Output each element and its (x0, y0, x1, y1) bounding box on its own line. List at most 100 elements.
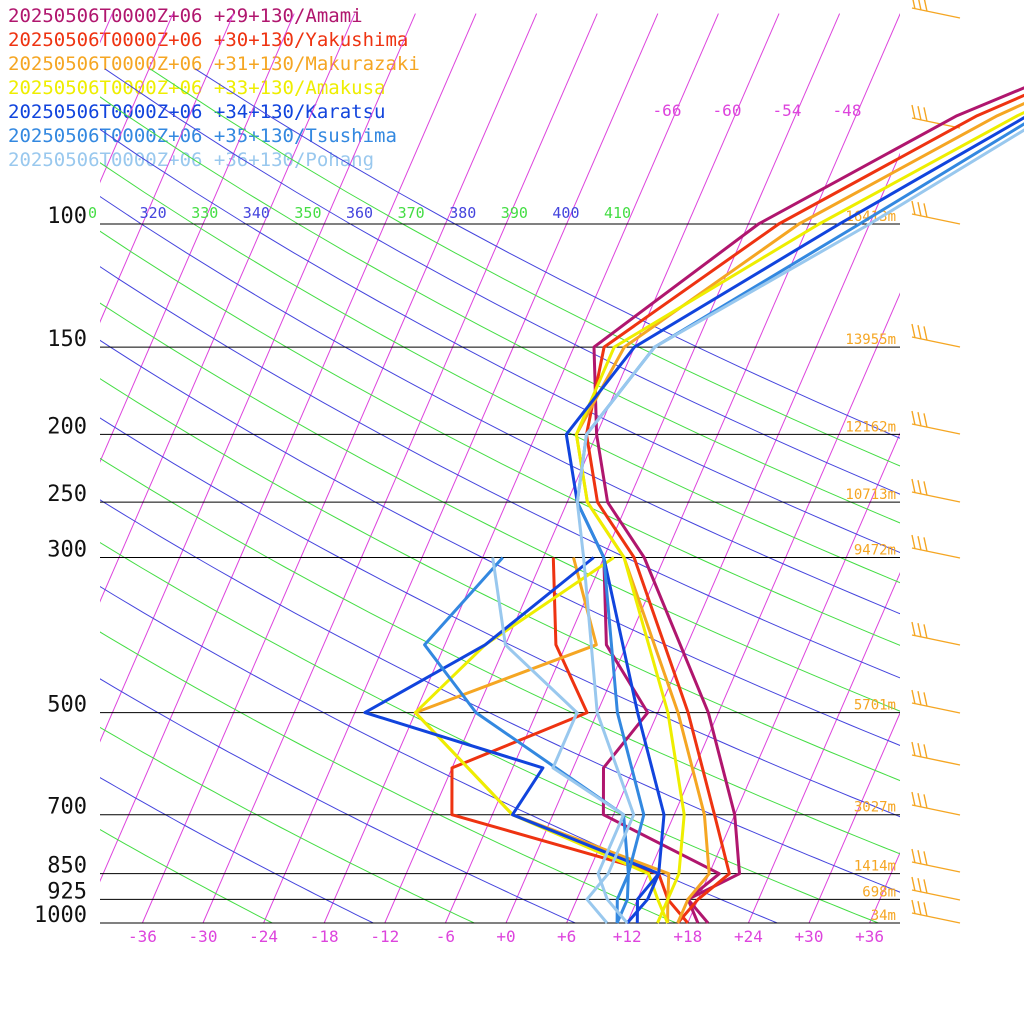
wind-barb-flag (917, 743, 922, 758)
wind-barb-flag (923, 692, 928, 707)
pressure-tick-label: 700 (47, 795, 87, 820)
wind-barb-flag (917, 793, 922, 808)
pressure-tick-label: 850 (47, 854, 87, 879)
theta-label: 330 (191, 204, 218, 222)
dry-adiabat-line (100, 631, 677, 923)
theta-label: 0 (88, 204, 97, 222)
theta-label: 400 (552, 204, 579, 222)
legend-entry: 20250506T0000Z+06 +34+130/Karatsu (8, 101, 386, 123)
wind-barb-flag (911, 621, 916, 637)
height-label: 698m (862, 884, 896, 900)
pressure-tick-label: 250 (47, 482, 87, 507)
wind-barb-staff (911, 634, 961, 646)
wind-barb-flag (911, 478, 916, 494)
wind-barb-flag (917, 480, 922, 495)
sounding-series (592, 86, 1024, 924)
wind-barb-flag (911, 876, 916, 892)
theta-label: 380 (449, 204, 476, 222)
isotherm-line (100, 13, 356, 603)
wind-barb-flag (911, 741, 916, 757)
wind-barb (911, 791, 961, 816)
wind-barb-staff (911, 861, 961, 873)
isotherm-line (100, 13, 174, 184)
dry-adiabat-line (100, 829, 273, 923)
wind-barb (911, 876, 961, 901)
wind-barb-flag (917, 536, 922, 551)
theta-label: 370 (398, 204, 425, 222)
isotherm-line (100, 13, 295, 463)
isotherm-line (202, 13, 598, 923)
isotherm-line (808, 711, 900, 923)
temperature-tick-label: +0 (496, 927, 515, 946)
legend-entry: 20250506T0000Z+06 +33+130/Amakusa (8, 77, 386, 99)
wind-barb-flag (911, 104, 916, 120)
isotherm-line (141, 13, 538, 923)
isotherm-line (566, 152, 900, 923)
wind-barb-staff (911, 117, 961, 129)
wind-barb-staff (911, 889, 961, 901)
wind-barb-flag (923, 537, 928, 552)
dry-adiabat-line (104, 68, 900, 495)
temperature-tick-label: -36 (128, 927, 157, 946)
isotherm-line (323, 13, 719, 923)
dry-adiabat-line (100, 96, 900, 524)
temperature-profile (574, 110, 1024, 924)
upper-isotherm-label: -54 (773, 101, 802, 120)
temperature-tick-label: +18 (673, 927, 702, 946)
sounding-series (450, 93, 1024, 924)
wind-barb-flag (917, 850, 922, 865)
wind-barb-flag (923, 794, 928, 809)
height-label: 5701m (854, 698, 896, 714)
theta-label: 320 (140, 204, 167, 222)
dry-adiabat-line (100, 499, 900, 893)
upper-isotherm-label: -48 (833, 101, 862, 120)
isotherm-line (687, 432, 900, 923)
wind-barb-flag (923, 902, 928, 917)
temperature-tick-label: +12 (613, 927, 642, 946)
wind-barb-flag (911, 791, 916, 807)
pressure-tick-label: 150 (47, 327, 87, 352)
isotherm-line (263, 13, 659, 923)
dry-adiabat-line (100, 541, 879, 923)
wind-barb-flag (923, 879, 928, 894)
wind-barb-flag (923, 851, 928, 866)
wind-barb-staff (911, 912, 961, 924)
dry-adiabat-line (100, 195, 900, 615)
wind-barb (911, 104, 961, 129)
height-label: 34m (871, 908, 896, 924)
height-label: 1414m (854, 859, 896, 875)
wind-barb-flag (917, 691, 922, 706)
dry-adiabat-line (100, 302, 900, 712)
legend-entry: 20250506T0000Z+06 +29+130/Amami (8, 5, 363, 27)
legend-entry: 20250506T0000Z+06 +36+130/Pohang (8, 149, 375, 171)
upper-isotherm-label: -60 (713, 101, 742, 120)
height-label: 3027m (854, 800, 896, 816)
isotherm-line (100, 13, 235, 324)
wind-barb (911, 621, 961, 646)
wind-barb-flag (911, 689, 916, 705)
temperature-profile (585, 93, 1024, 924)
wind-barb-flag (911, 848, 916, 864)
legend-entry: 20250506T0000Z+06 +30+130/Yakushima (8, 29, 409, 51)
dry-adiabat-line (100, 417, 900, 818)
wind-barb-flag (917, 106, 922, 121)
temperature-tick-label: +24 (734, 927, 763, 946)
pressure-tick-label: 300 (47, 538, 87, 563)
theta-label: 410 (604, 204, 631, 222)
wind-barb-flag (923, 413, 928, 428)
theta-label: 340 (243, 204, 270, 222)
wind-barb-flag (923, 0, 928, 12)
wind-barb-flag (911, 534, 916, 550)
pressure-tick-label: 1000 (34, 903, 87, 928)
wind-barb (911, 200, 961, 225)
pressure-tick-label: 100 (47, 204, 87, 229)
wind-barb (911, 899, 961, 924)
wind-barb-flag (917, 901, 922, 916)
wind-barb (911, 323, 961, 348)
wind-barb (911, 689, 961, 714)
isotherm-line (747, 572, 900, 923)
temperature-tick-label: -12 (370, 927, 399, 946)
isotherm-line (100, 13, 113, 44)
isotherm-line (100, 13, 416, 743)
